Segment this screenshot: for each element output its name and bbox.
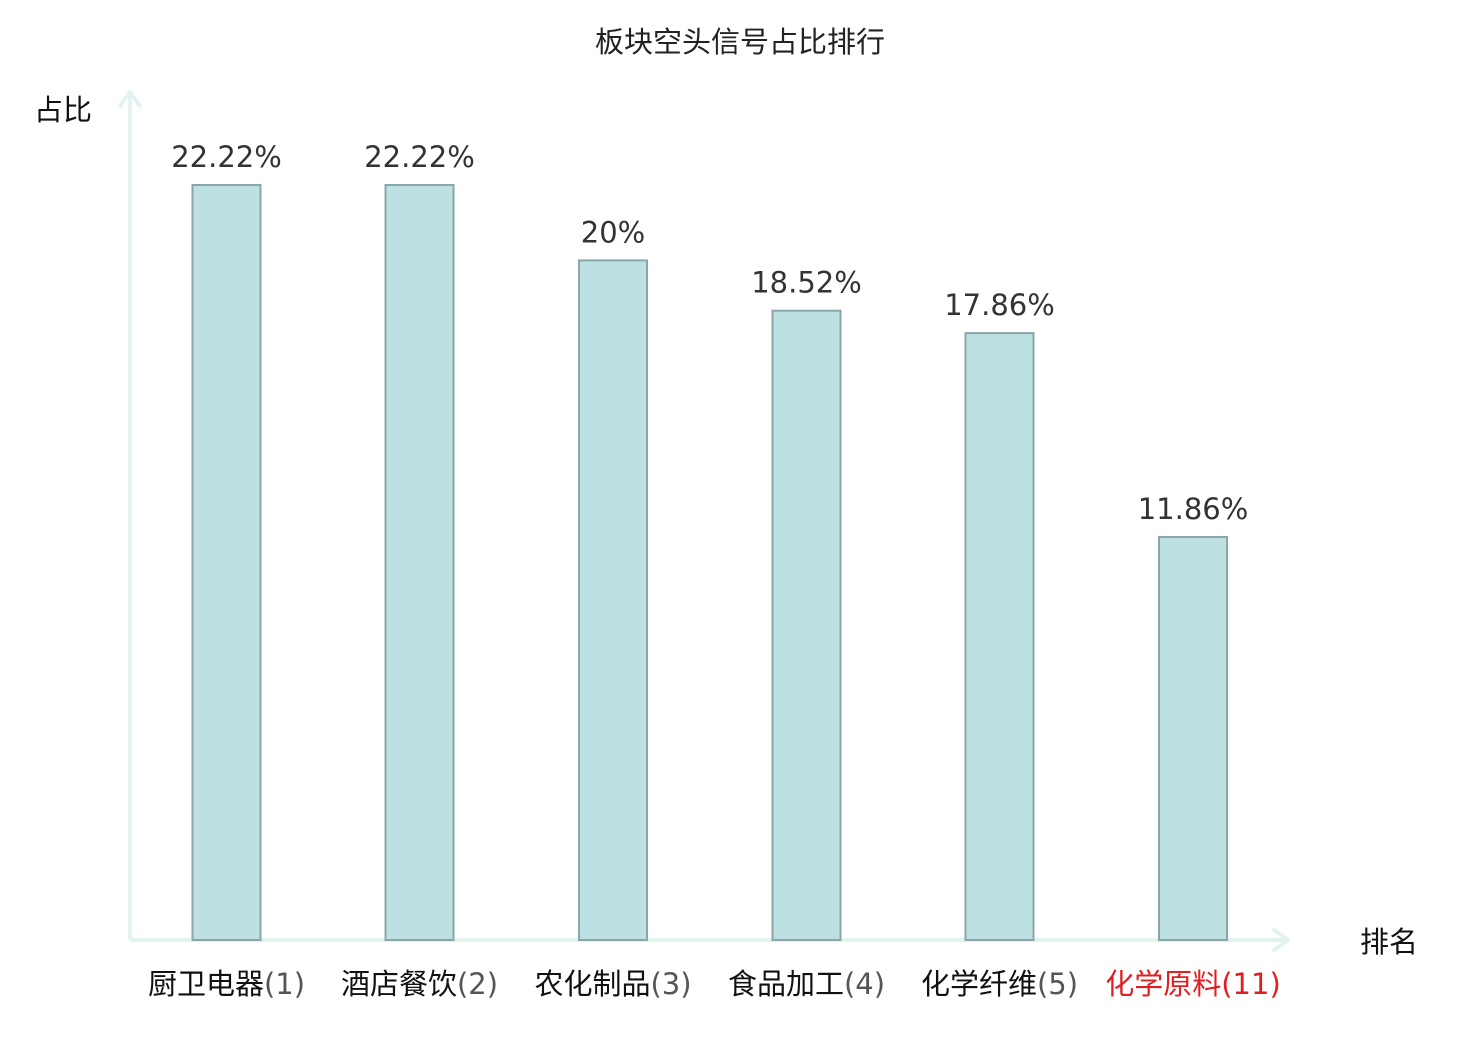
axes: [118, 90, 1290, 952]
category-label-6: 化学原料(11): [1105, 967, 1281, 1001]
bar-value-label-1: 22.22%: [171, 140, 282, 174]
bar-value-label-4: 18.52%: [751, 266, 862, 300]
category-name: 化学原料: [1105, 967, 1221, 1001]
category-rank: (1): [264, 967, 305, 1001]
category-rank: (5): [1037, 967, 1078, 1001]
chart-title: 板块空头信号占比排行: [595, 25, 885, 59]
category-rank: (3): [650, 967, 691, 1001]
bar-4: [771, 309, 842, 941]
category-name: 食品加工: [728, 967, 844, 1001]
category-label-4: 食品加工(4): [728, 967, 885, 1001]
value-labels: 22.22% 22.22% 20% 18.52% 17.86% 11.86%: [171, 140, 1248, 526]
category-name: 化学纤维: [921, 967, 1037, 1001]
x-axis-arrow: [1272, 928, 1290, 952]
bar-value-label-6: 11.86%: [1138, 492, 1249, 526]
y-axis-label: 占比: [34, 93, 92, 127]
x-axis-label: 排名: [1360, 925, 1418, 959]
bar-3: [578, 259, 648, 941]
category-rank: (2): [457, 967, 498, 1001]
bar-6: [1158, 536, 1228, 941]
y-axis-arrow: [118, 90, 142, 108]
category-rank: (4): [844, 967, 885, 1001]
bars: [191, 184, 1228, 942]
category-label-3: 农化制品(3): [534, 967, 691, 1001]
bar-1: [191, 184, 262, 941]
category-rank: (11): [1221, 967, 1281, 1001]
bar-5: [964, 332, 1035, 942]
category-label-5: 化学纤维(5): [921, 967, 1078, 1001]
category-name: 厨卫电器: [148, 967, 264, 1001]
bar-value-label-3: 20%: [581, 215, 645, 249]
bar-2: [384, 184, 455, 941]
category-name: 农化制品: [534, 967, 650, 1001]
category-labels: 厨卫电器(1) 酒店餐饮(2) 农化制品(3) 食品加工(4) 化学纤维(5) 化学原料(…: [148, 967, 1281, 1001]
category-label-2: 酒店餐饮(2): [341, 967, 498, 1001]
bar-value-label-5: 17.86%: [944, 288, 1055, 322]
category-label-1: 厨卫电器(1): [148, 967, 305, 1001]
bar-value-label-2: 22.22%: [364, 140, 475, 174]
category-name: 酒店餐饮: [341, 967, 457, 1001]
